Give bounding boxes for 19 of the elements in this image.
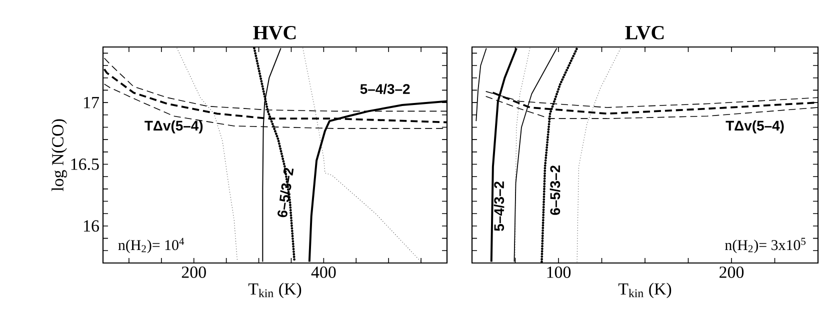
x-tick-label: 200 [182, 266, 206, 278]
chart-title: LVC [625, 26, 664, 40]
annotation: 5–4/3–2 [494, 182, 504, 231]
y-tick-label: 16.5 [71, 158, 99, 170]
x-axis-title: T$_{kin}$ (K) [248, 282, 302, 298]
annotation: n(H$_{2}$)= 10$^{4}$ [118, 238, 184, 254]
y-axis-title: log N(CO) [52, 119, 67, 192]
x-tick-label: 100 [547, 266, 571, 278]
y-tick-label: 17 [84, 96, 99, 108]
x-axis-title: T$_{kin}$ (K) [618, 282, 672, 298]
chart-title: HVC [253, 26, 296, 40]
x-tick-label: 200 [720, 266, 744, 278]
y-tick-label: 16 [84, 220, 99, 232]
annotation: n(H$_{2}$)= 3x10$^{5}$ [725, 238, 806, 254]
annotation: 6–5/3–2 [550, 166, 560, 215]
annotation: TΔv(5–4) [144, 120, 203, 134]
x-tick-label: 400 [311, 266, 336, 278]
annotation: TΔv(5–4) [726, 120, 784, 134]
annotation: 5–4/3–2 [360, 84, 410, 94]
